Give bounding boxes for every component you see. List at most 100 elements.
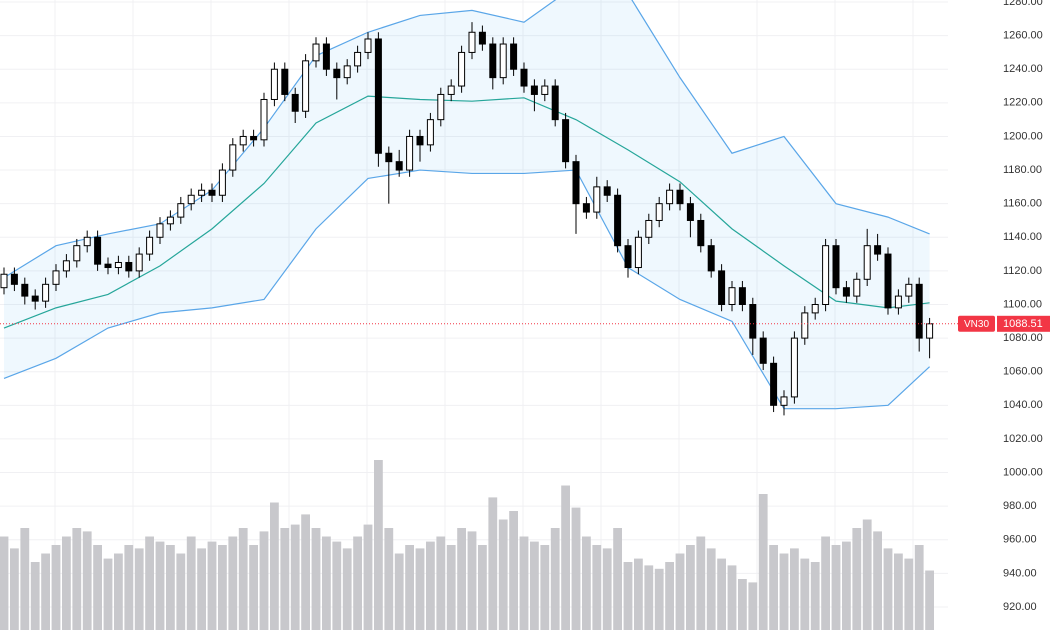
volume-bar (488, 497, 498, 630)
volume-bar (696, 536, 706, 630)
price-label: 1088.51 (1003, 318, 1043, 330)
candle-body (478, 31, 486, 45)
candle-body (437, 93, 445, 121)
candle-body (374, 38, 382, 154)
volume-bar (519, 536, 529, 630)
y-tick-label: 1040.00 (1003, 399, 1043, 411)
volume-bar (654, 568, 664, 630)
volume-bar (446, 545, 456, 630)
volume-bar (634, 558, 643, 630)
volume-bar (914, 545, 924, 630)
volume-bar (665, 562, 674, 630)
symbol-tag (958, 315, 995, 332)
volume-bar (457, 528, 466, 630)
candle-body (468, 31, 476, 53)
y-tick-label: 1260.00 (1003, 30, 1043, 42)
y-tick-label: 1220.00 (1003, 97, 1043, 109)
volume-bar (800, 558, 810, 630)
volume-bar (259, 531, 269, 630)
y-tick-label: 920.00 (1003, 601, 1037, 613)
candle-body (270, 68, 278, 100)
volume-bar (332, 541, 342, 630)
volume-bar (478, 545, 487, 630)
candle-body (229, 144, 237, 171)
volume-bar (561, 485, 570, 630)
volume-bar (904, 558, 914, 630)
volume-bar (186, 536, 196, 630)
candle-body (759, 337, 767, 364)
candle-body (83, 236, 91, 247)
volume-bar (727, 565, 737, 630)
volume-bar (779, 553, 789, 630)
candle-body (333, 68, 341, 79)
volume-bar (394, 553, 404, 630)
candle-body (541, 85, 549, 95)
y-tick-label: 1020.00 (1003, 433, 1043, 445)
candle-body (738, 287, 746, 305)
volume-bar (41, 553, 50, 630)
candle-body (666, 189, 674, 205)
volume-bar (894, 553, 903, 630)
volume-bar (758, 494, 768, 630)
y-tick-label: 1080.00 (1003, 332, 1043, 344)
candles (0, 22, 934, 416)
volume-bar (769, 545, 778, 630)
volume-bar (467, 531, 477, 630)
volume-bar (62, 536, 71, 630)
candle-body (905, 283, 913, 297)
y-tick-label: 940.00 (1003, 567, 1037, 579)
candle-body (530, 85, 538, 95)
candle-body (0, 273, 8, 289)
volume-bar (509, 511, 518, 630)
volume-bar (852, 528, 862, 630)
candle-body (125, 261, 133, 272)
volume-bar (363, 524, 373, 630)
candle-body (42, 283, 50, 302)
candle-body (624, 245, 632, 269)
candle-body (863, 245, 871, 280)
volume-bar (103, 558, 113, 630)
volume-bar (301, 514, 310, 630)
band-fill (4, 0, 930, 409)
candle-body (884, 253, 892, 309)
volume-bar (384, 528, 394, 630)
candle-body (790, 337, 798, 398)
volume-bar (613, 528, 622, 630)
volume-bar (415, 548, 425, 630)
candle-body (250, 135, 258, 141)
price-axis: 920.00 940.00 960.00 980.00 1000.00 1020.00 10… (1003, 0, 1043, 613)
candle-body (21, 283, 29, 297)
candle-body (104, 263, 112, 269)
y-tick-label: 1000.00 (1003, 466, 1043, 478)
candle-body (832, 245, 840, 289)
candle-body (312, 43, 320, 62)
volume-bar (207, 541, 217, 630)
candle-body (239, 135, 247, 146)
volume-bar (114, 553, 123, 630)
candle-body (343, 65, 351, 79)
y-tick-label: 1140.00 (1003, 231, 1042, 243)
volume-bar (925, 570, 934, 630)
volume-bar (155, 541, 165, 630)
candle-body (874, 245, 882, 255)
volume-bar (218, 545, 227, 630)
volume-bar (124, 545, 134, 630)
volume-bar (686, 545, 695, 630)
candle-body (853, 278, 861, 297)
y-tick-label: 1160.00 (1003, 198, 1042, 210)
volume-bar (51, 545, 61, 630)
candle-body (770, 362, 778, 406)
volume-bar (405, 545, 414, 630)
candle-body (801, 312, 809, 339)
volume-bar (20, 528, 30, 630)
volume-bar (290, 524, 300, 630)
candle-body (593, 186, 601, 213)
candle-body (94, 236, 102, 265)
volume-bar (821, 536, 830, 630)
candle-body (218, 169, 226, 196)
y-tick-label: 1280.00 (1003, 0, 1043, 8)
y-tick-label: 1120.00 (1003, 265, 1042, 277)
candle-body (551, 85, 559, 121)
volume-bar (311, 528, 321, 630)
price-tag (997, 315, 1050, 332)
